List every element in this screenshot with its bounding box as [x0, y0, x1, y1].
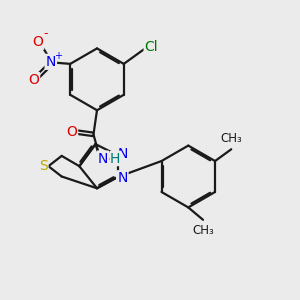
- Text: -: -: [44, 27, 48, 40]
- Text: H: H: [110, 152, 120, 166]
- Text: +: +: [54, 51, 62, 61]
- Text: Cl: Cl: [145, 40, 158, 54]
- Text: CH₃: CH₃: [192, 224, 214, 238]
- Text: O: O: [66, 125, 77, 139]
- Text: S: S: [39, 159, 47, 173]
- Text: N: N: [46, 55, 56, 69]
- Text: N: N: [98, 152, 108, 166]
- Text: N: N: [117, 147, 128, 161]
- Text: O: O: [32, 35, 43, 49]
- Text: O: O: [28, 73, 39, 87]
- Text: N: N: [117, 171, 128, 185]
- Text: CH₃: CH₃: [221, 132, 242, 145]
